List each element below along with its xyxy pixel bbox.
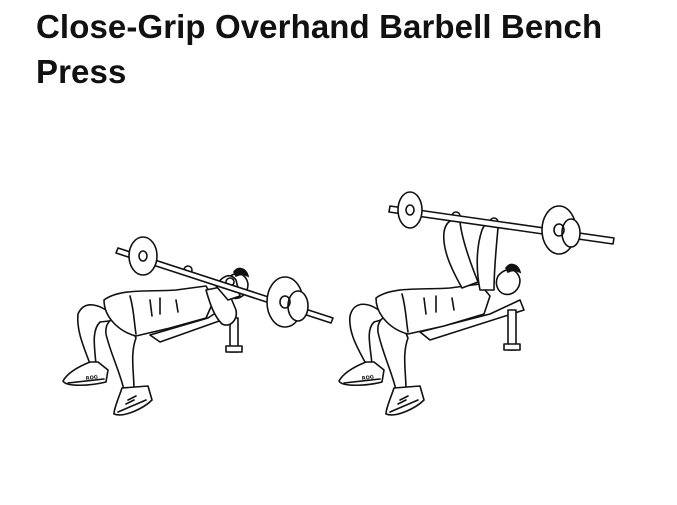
bench — [419, 299, 525, 351]
front-leg — [377, 315, 425, 416]
back-leg: ROG — [338, 303, 389, 387]
page-title: Close-Grip Overhand Barbell Bench Press — [36, 8, 603, 90]
frame-bar-lowered: ROG — [62, 236, 334, 416]
frame-bar-pressed: ROG — [338, 191, 615, 416]
head — [495, 263, 522, 296]
barbell — [115, 236, 334, 328]
barbell — [388, 191, 615, 255]
shoe-logo: ROG — [361, 374, 374, 382]
torso — [375, 283, 491, 335]
shoe-logo: ROG — [85, 374, 98, 382]
back-leg: ROG — [62, 304, 119, 387]
